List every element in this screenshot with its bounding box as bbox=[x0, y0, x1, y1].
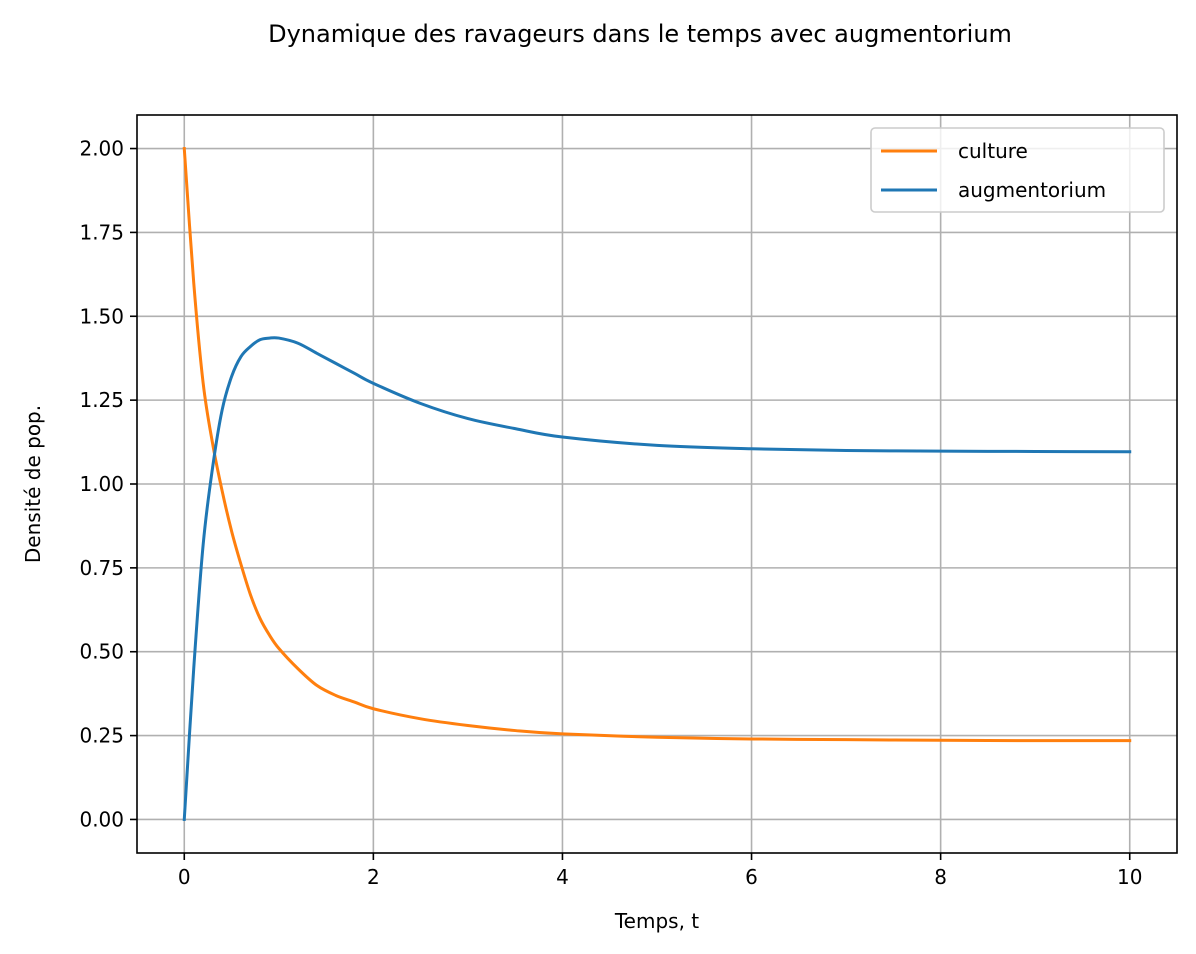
y-tick-label: 1.25 bbox=[79, 388, 124, 412]
series-layer bbox=[182, 146, 1132, 822]
x-tick-label: 6 bbox=[745, 865, 758, 889]
series-line-culture bbox=[182, 146, 1132, 743]
x-axis-label: Temps, t bbox=[614, 909, 699, 933]
x-tick-label: 8 bbox=[934, 865, 947, 889]
legend-label-augmentorium: augmentorium bbox=[958, 178, 1106, 202]
series-line-augmentorium bbox=[182, 336, 1132, 822]
chart-title: Dynamique des ravageurs dans le temps av… bbox=[268, 20, 1012, 48]
x-tick-label: 4 bbox=[556, 865, 569, 889]
y-tick-label: 0.00 bbox=[79, 807, 124, 831]
y-tick-label: 2.00 bbox=[79, 137, 124, 161]
y-tick-label: 0.25 bbox=[79, 724, 124, 748]
y-tick-label: 1.00 bbox=[79, 472, 124, 496]
x-tick-label: 0 bbox=[178, 865, 191, 889]
legend-box bbox=[870, 127, 1165, 213]
y-tick-label: 0.75 bbox=[79, 556, 124, 580]
x-tick-label: 2 bbox=[367, 865, 380, 889]
legend-label-culture: culture bbox=[958, 139, 1028, 163]
y-tick-label: 1.50 bbox=[79, 304, 124, 328]
grid bbox=[137, 115, 1177, 853]
ticks: 0 2 4 6 8 10 0.00 0.25 0.50 0.75 1.00 1.25 1.50 1.75 2… bbox=[79, 137, 1142, 889]
y-tick-label: 1.75 bbox=[79, 220, 124, 244]
x-tick-label: 10 bbox=[1117, 865, 1142, 889]
y-axis-label: Densité de pop. bbox=[21, 405, 45, 563]
y-tick-label: 0.50 bbox=[79, 640, 124, 664]
legend: culture augmentorium bbox=[870, 127, 1165, 213]
